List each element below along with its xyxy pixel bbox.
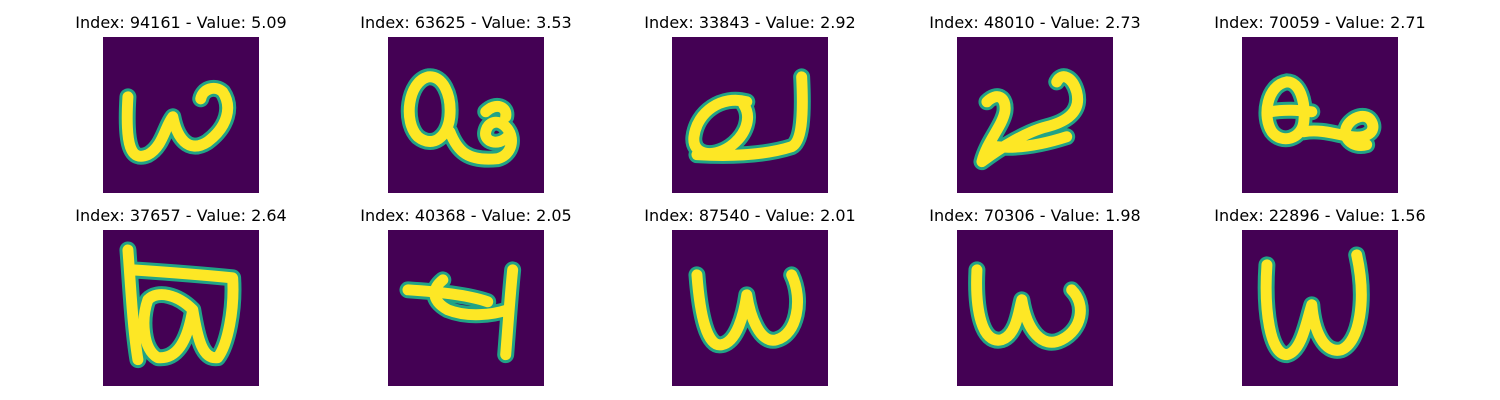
panel-title: Index: 22896 - Value: 1.56 [1214, 206, 1426, 225]
handwritten-glyph-image [957, 230, 1113, 386]
handwritten-glyph-image [103, 37, 259, 193]
handwritten-glyph-image [672, 230, 828, 386]
handwritten-glyph-image [957, 37, 1113, 193]
panel-title: Index: 37657 - Value: 2.64 [75, 206, 287, 225]
handwritten-glyph-image [1242, 37, 1398, 193]
panel-title: Index: 40368 - Value: 2.05 [360, 206, 572, 225]
handwritten-glyph-image [672, 37, 828, 193]
panel-title: Index: 70306 - Value: 1.98 [929, 206, 1141, 225]
handwritten-glyph-image [103, 230, 259, 386]
panel-title: Index: 94161 - Value: 5.09 [75, 13, 287, 32]
panel-title: Index: 87540 - Value: 2.01 [644, 206, 856, 225]
panel-title: Index: 48010 - Value: 2.73 [929, 13, 1141, 32]
panel-title: Index: 63625 - Value: 3.53 [360, 13, 572, 32]
handwritten-glyph-image [1242, 230, 1398, 386]
panel-title: Index: 70059 - Value: 2.71 [1214, 13, 1426, 32]
panel-title: Index: 33843 - Value: 2.92 [644, 13, 856, 32]
handwritten-glyph-image [388, 37, 544, 193]
handwritten-glyph-image [388, 230, 544, 386]
